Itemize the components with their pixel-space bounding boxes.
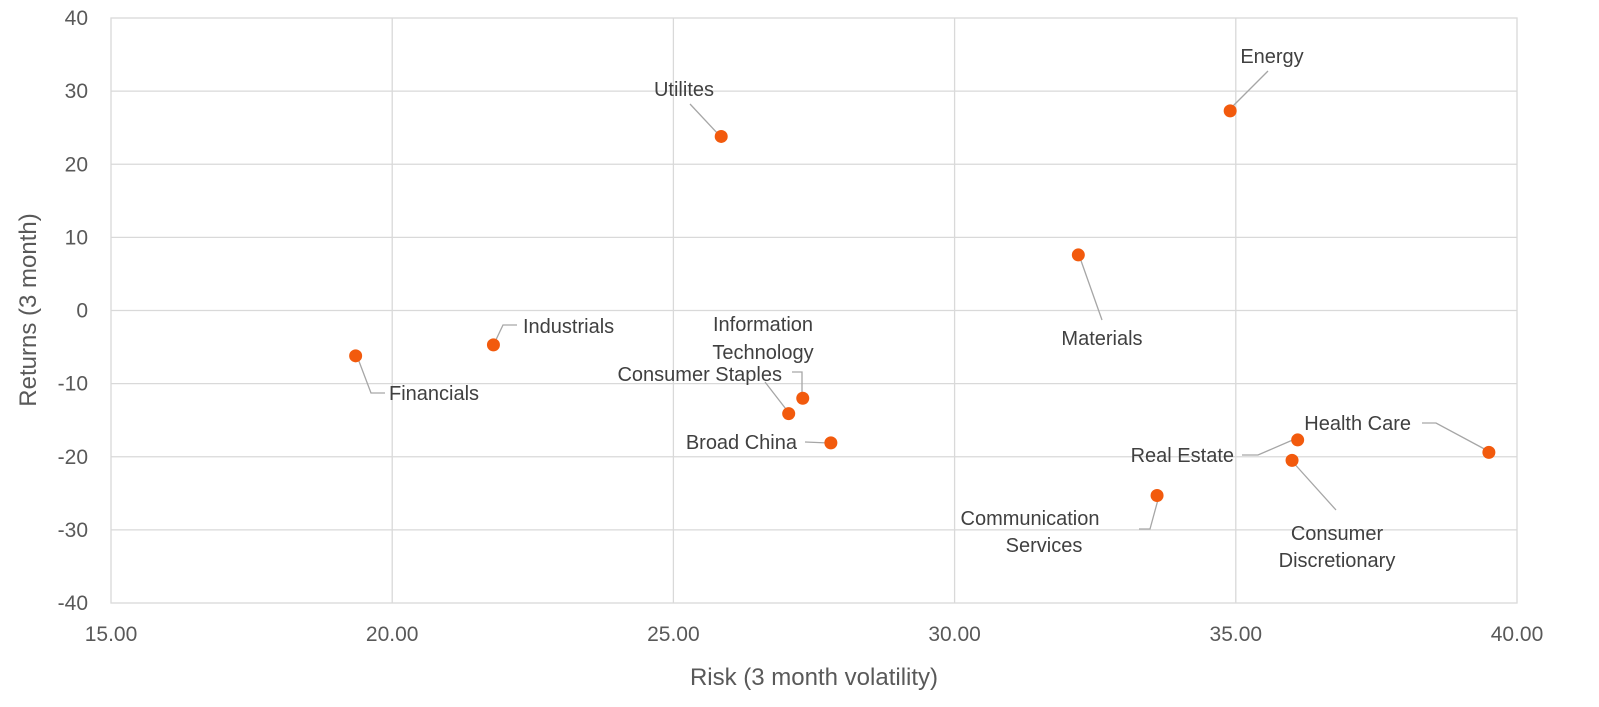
x-tick-label: 30.00	[928, 623, 981, 646]
x-tick-label: 40.00	[1491, 623, 1544, 646]
y-tick-label: -10	[58, 373, 88, 396]
data-label: Financials	[389, 383, 479, 405]
y-tick-labels: -40 -30 -20 -10 0 10 20 30 40	[58, 7, 88, 615]
data-point	[782, 407, 796, 421]
y-tick-label: 40	[65, 7, 88, 30]
data-point	[1150, 489, 1164, 503]
grid	[110, 17, 1518, 604]
data-label: Industrials	[523, 316, 614, 338]
leader-line	[1422, 422, 1491, 453]
x-tick-labels: 15.00 20.00 25.00 30.00 35.00 40.00	[85, 623, 1544, 646]
leader-line	[1078, 254, 1103, 321]
leader-line	[764, 381, 790, 414]
data-point	[714, 129, 728, 143]
leader-line	[356, 355, 385, 394]
data-label: Health Care	[1304, 413, 1411, 435]
data-point	[824, 436, 838, 450]
y-tick-label: 20	[65, 153, 88, 176]
data-point	[1071, 248, 1085, 262]
data-label: Materials	[1061, 328, 1142, 350]
x-tick-label: 15.00	[85, 623, 138, 646]
x-tick-label: 35.00	[1210, 623, 1263, 646]
data-point	[1285, 453, 1299, 467]
data-point	[349, 349, 363, 363]
data-labels: Energy Utilites Materials Industrials Financ…	[389, 46, 1411, 572]
data-label: Technology	[712, 342, 813, 364]
y-tick-label: -20	[58, 446, 88, 469]
leader-line	[1139, 495, 1160, 530]
data-label: Consumer	[1291, 523, 1384, 545]
data-label: Consumer Staples	[617, 364, 782, 386]
leader-line	[1290, 459, 1337, 511]
y-tick-label: 30	[65, 80, 88, 103]
data-point	[796, 391, 810, 405]
data-label: Communication	[961, 508, 1100, 530]
leader-line	[792, 371, 803, 398]
y-tick-label: 0	[76, 300, 88, 323]
data-label: Services	[1006, 535, 1083, 557]
leader-lines	[356, 70, 1491, 530]
data-point	[486, 338, 500, 352]
data-point	[1291, 433, 1305, 447]
data-label: Real Estate	[1131, 445, 1234, 467]
data-point	[1223, 104, 1237, 118]
y-tick-label: -30	[58, 519, 88, 542]
data-point	[1482, 445, 1496, 459]
data-label: Discretionary	[1279, 550, 1396, 572]
x-axis-title: Risk (3 month volatility)	[690, 664, 938, 691]
x-tick-label: 25.00	[647, 623, 700, 646]
y-axis-title: Returns (3 month)	[15, 213, 42, 406]
leader-line	[689, 103, 720, 136]
data-label: Information	[713, 314, 813, 336]
data-points	[349, 104, 1496, 503]
y-tick-label: -40	[58, 592, 88, 615]
data-label: Energy	[1240, 46, 1303, 68]
data-label: Broad China	[686, 432, 798, 454]
y-tick-label: 10	[65, 226, 88, 249]
leader-line	[1242, 438, 1296, 456]
x-tick-label: 20.00	[366, 623, 419, 646]
leader-line	[1228, 70, 1269, 111]
leader-line	[493, 324, 517, 345]
data-label: Utilites	[654, 79, 714, 101]
